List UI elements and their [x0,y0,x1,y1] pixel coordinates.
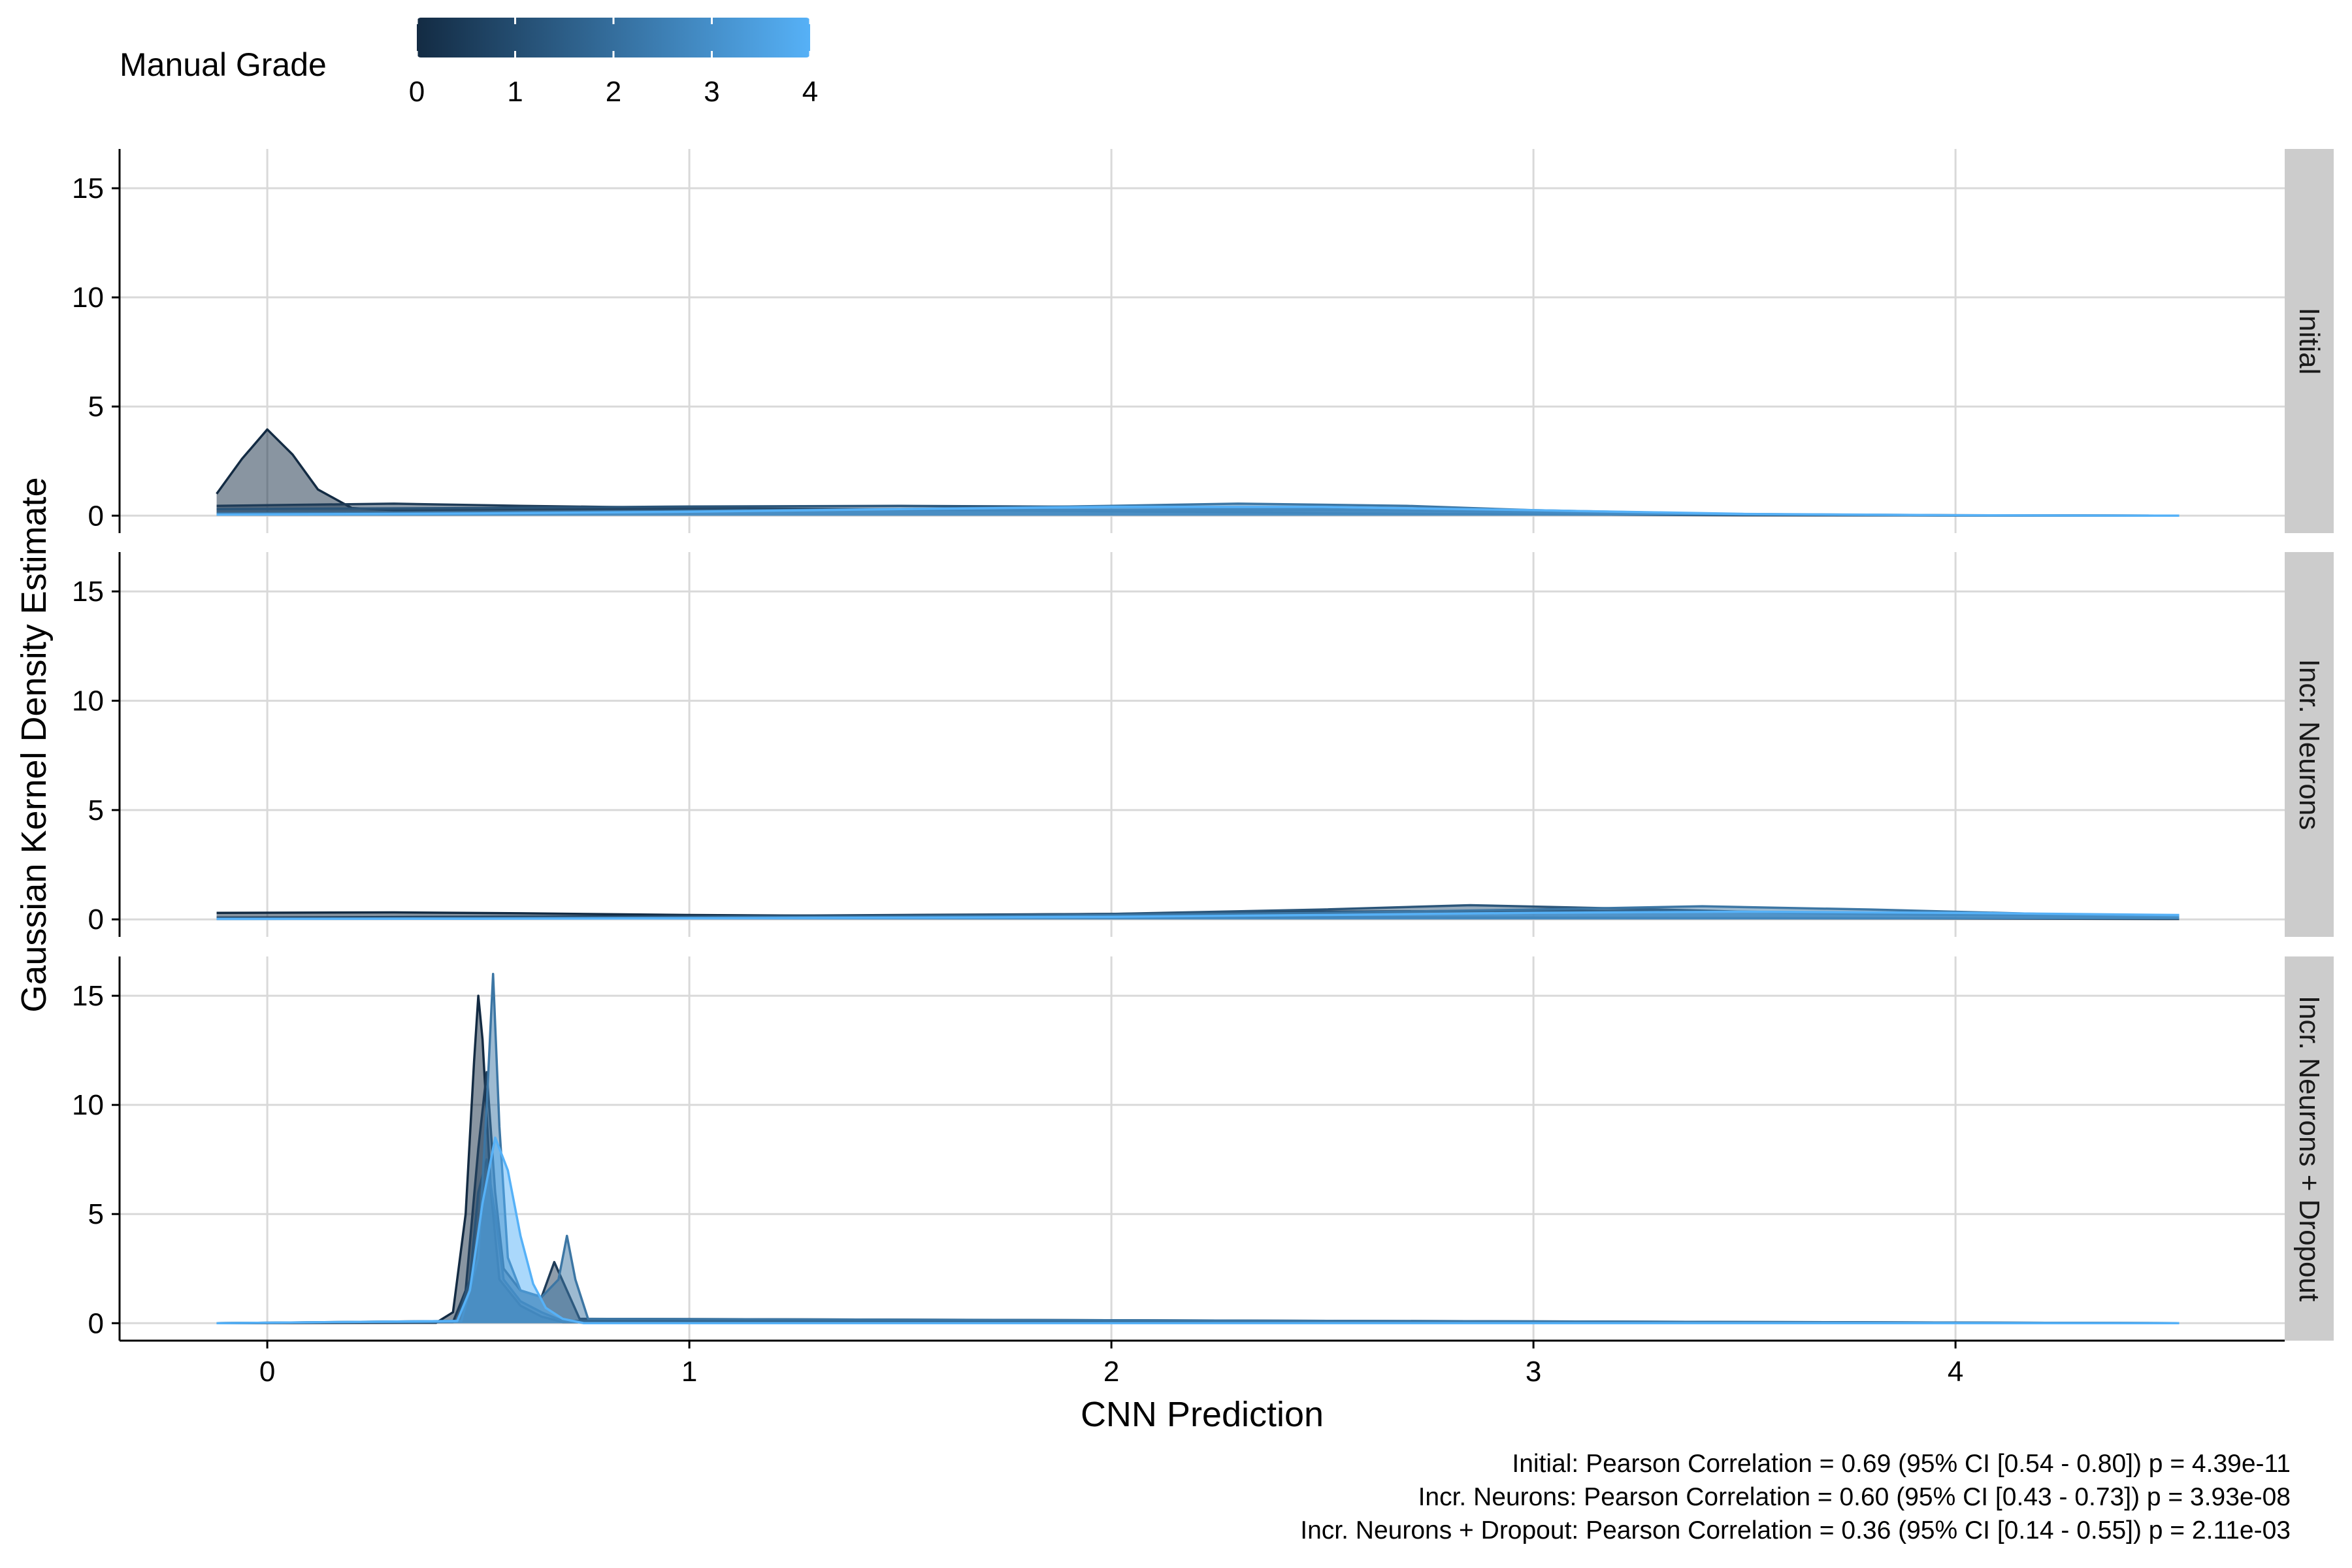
facet-strip-label: Incr. Neurons [2293,659,2325,830]
x-tick-label: 4 [1948,1356,1963,1388]
y-tick-label: 0 [88,904,104,936]
legend-tick-label: 4 [802,76,818,108]
density-line-grade-0 [216,428,2180,517]
y-tick-label: 5 [88,1198,104,1230]
x-tick-label: 0 [259,1356,275,1388]
y-tick-label: 15 [72,172,104,204]
density-area-grade-0 [216,429,2180,516]
caption-line-initial: Initial: Pearson Correlation = 0.69 (95%… [1512,1450,2291,1478]
legend-tick-label: 0 [409,76,425,108]
facet-panel [120,552,2285,937]
facet-panels [120,149,2285,1341]
x-axis-title: CNN Prediction [1081,1395,1324,1434]
y-tick-label: 15 [72,980,104,1012]
density-area-grade-4 [216,911,2180,920]
facet-panel [120,149,2285,533]
legend-tick-label: 3 [704,76,719,108]
facet-strip-label: Initial [2293,308,2325,375]
facet-strip-label: Incr. Neurons + Dropout [2293,996,2325,1301]
y-tick-label: 0 [88,500,104,532]
y-axis-title: Gaussian Kernel Density Estimate [14,477,54,1012]
legend-title: Manual Grade [120,46,327,83]
x-tick-label: 3 [1526,1356,1541,1388]
legend: 0 1 2 3 4 [409,18,818,108]
legend-tick-label: 1 [507,76,523,108]
density-area-grade-4 [216,1137,2180,1324]
y-tick-label: 15 [72,576,104,608]
facet-strip [2285,149,2334,533]
x-tick-label: 2 [1103,1356,1119,1388]
facet-strip [2285,956,2334,1341]
y-tick-label: 5 [88,794,104,826]
caption-line-incr-neurons-dropout: Incr. Neurons + Dropout: Pearson Correla… [1300,1516,2291,1544]
y-tick-label: 5 [88,391,104,423]
caption-line-incr-neurons: Incr. Neurons: Pearson Correlation = 0.6… [1418,1483,2291,1511]
legend-colorbar [417,18,810,57]
y-tick-label: 10 [72,1089,104,1121]
density-line-grade-4 [216,1136,2180,1325]
x-tick-label: 1 [681,1356,697,1388]
density-line-grade-4 [216,910,2180,921]
y-tick-label: 0 [88,1307,104,1339]
y-tick-label: 10 [72,685,104,717]
facet-panel [120,956,2285,1341]
correlation-caption: Initial: Pearson Correlation = 0.69 (95%… [1300,1447,2291,1547]
density-line-grade-4 [216,506,2180,517]
legend-tick-label: 2 [606,76,621,108]
facet-strip [2285,552,2334,937]
y-tick-label: 10 [72,282,104,314]
